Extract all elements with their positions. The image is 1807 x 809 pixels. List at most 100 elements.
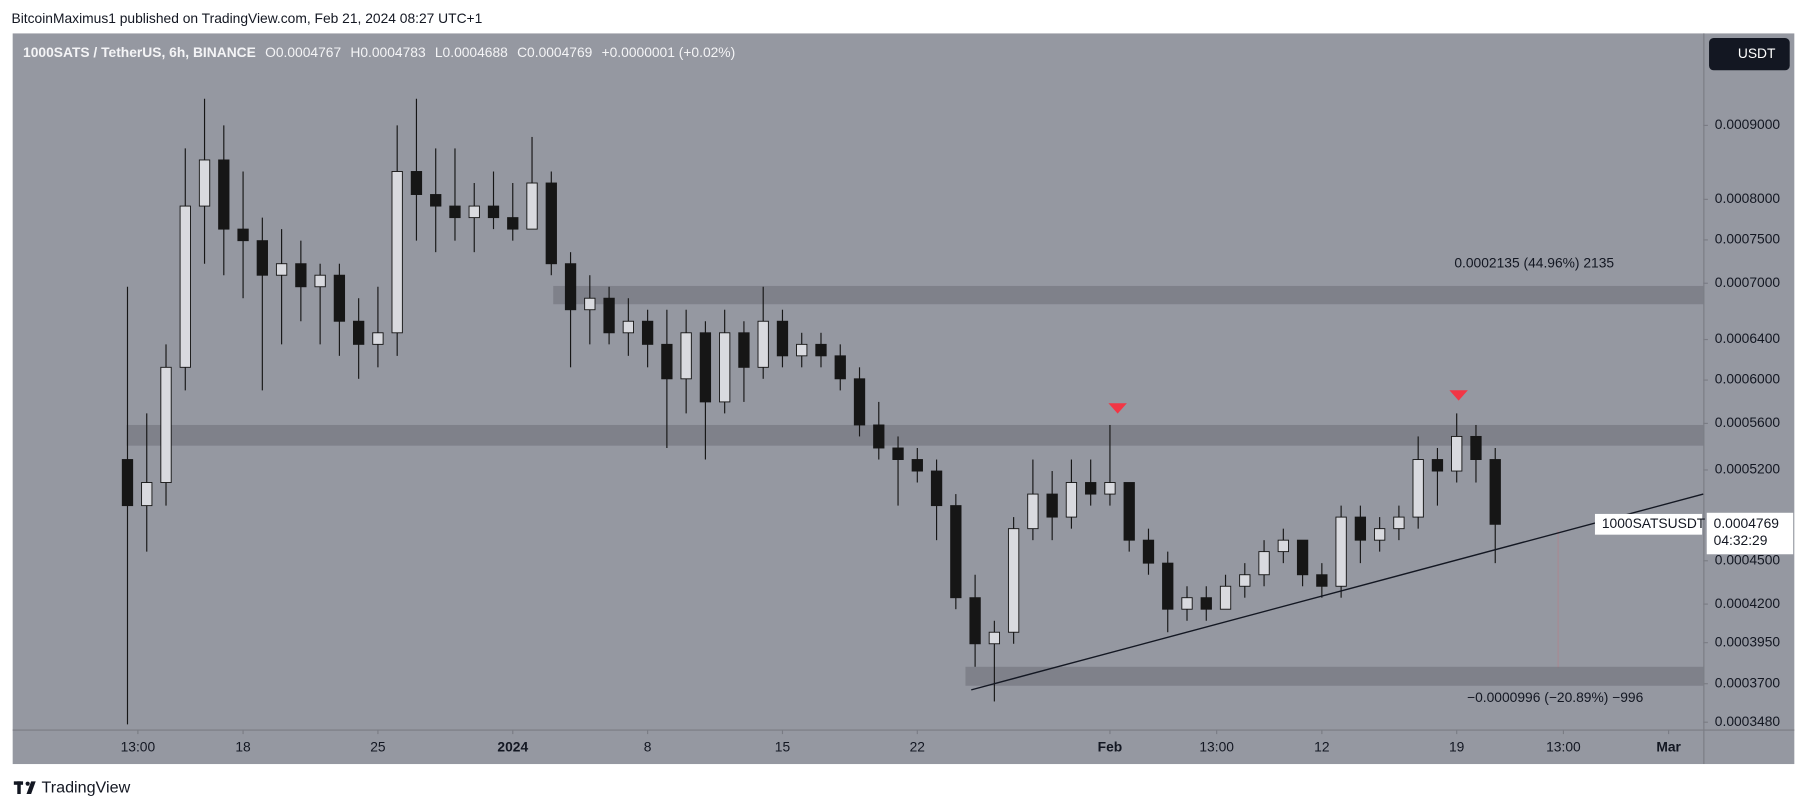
candle-body [1142,539,1155,564]
ohlc-value: 0.0004767 [276,44,341,60]
footer-logo [13,781,36,795]
candle-body [237,228,249,242]
y-tick-label: 0.0009000 [1715,116,1781,132]
candle-body [372,332,384,345]
candle-body [1277,539,1289,553]
ohlc-value: 0.0004688 [443,44,509,60]
candle-body [892,447,904,460]
candle-body [950,505,962,599]
candle-body [1219,585,1232,610]
peak-marker [1108,403,1127,414]
ohlc-label: C [517,44,527,60]
y-tick-label: 0.0006400 [1715,330,1781,346]
price-zone [126,424,1704,446]
y-tick-label: 0.0003950 [1715,633,1781,649]
candle-body [1373,528,1386,541]
candle-body [295,263,307,288]
candle-body [1316,574,1328,587]
peak-marker [1449,390,1468,401]
ohlc-label: L [435,44,443,60]
symbol-label-box [1594,513,1703,535]
candle-body [218,159,230,230]
candle-body [353,320,365,345]
logo-part [17,781,21,795]
candle-body [545,182,557,265]
y-tick-label: 0.0005600 [1715,414,1781,430]
candle-body [1258,551,1270,576]
ohlc-label: O [265,44,276,60]
x-tick-label: 18 [235,739,251,755]
symbol: 1000SATS / TetherUS, 6h, BINANCE [23,44,256,60]
x-tick-label: 19 [1449,739,1465,755]
candle-body [468,205,480,219]
candle-body [1354,516,1367,541]
x-tick-label: Mar [1656,739,1681,755]
candle-body [449,205,461,219]
candle-body [1239,574,1251,587]
price-zone [965,666,1704,686]
y-tick-label: 0.0005200 [1715,461,1781,477]
candle-body [1104,482,1116,495]
candle-body [834,355,846,380]
price-zone [553,285,1704,305]
candle-body [256,240,268,276]
candle-body [584,297,596,311]
y-tick-label: 0.0006000 [1715,371,1781,387]
currency-button-label[interactable]: USDT [1738,45,1776,61]
candle-body [796,343,808,357]
candle-body [1451,435,1463,472]
y-tick-label: 0.0008000 [1715,190,1781,206]
candle-body [853,378,866,426]
y-tick-label: 0.0003480 [1715,713,1781,729]
candle-body [1007,528,1020,633]
candle-body [622,320,634,334]
candle-body [1393,516,1405,530]
logo-part [26,781,36,795]
publisher-line: BitcoinMaximus1 published on TradingView… [12,10,483,26]
y-tick-label: 0.0007000 [1715,274,1781,290]
candle-body [815,343,827,357]
candle-body [121,459,134,507]
candle-body [988,631,1001,645]
candle-body [680,332,692,380]
x-tick-label: 12 [1314,739,1329,755]
x-tick-label: 25 [370,739,386,755]
candle-body [1470,435,1482,460]
candle-body [1489,459,1501,525]
candle-body [969,597,981,645]
price-label-box [1706,512,1794,555]
x-tick-label: 2024 [497,739,528,755]
y-tick-label: 0.0003700 [1715,674,1781,690]
x-tick-label: 13:00 [121,739,156,755]
candle-body [930,470,943,507]
candle-body [1085,482,1097,495]
candle-body [603,297,615,334]
candle-body [776,320,789,357]
candle-body [757,320,769,368]
candle-body [911,459,923,472]
logo-part [25,781,30,786]
candle-body [719,332,731,403]
candle-body [1412,459,1424,518]
candle-body [1046,493,1058,518]
symbol-label: 1000SATSUSDT [1602,515,1706,531]
candle-body [314,274,326,288]
x-tick-label: 13:00 [1199,739,1234,755]
candle-body [487,205,500,219]
x-tick-label: 22 [910,739,925,755]
candle-body [160,366,172,483]
trend-line [971,493,1704,691]
chart-header: 1000SATS / TetherUS, 6h, BINANCE O0.00047… [23,44,735,60]
candle-body [275,263,288,276]
x-tick-label: 13:00 [1546,739,1581,755]
currency-button[interactable] [1709,38,1790,71]
countdown-label: 04:32:29 [1714,532,1768,548]
candle-body [1027,493,1039,530]
candle-body [1162,562,1174,610]
price-label: 0.0004769 [1714,515,1780,531]
x-tick-label: 15 [775,739,791,755]
change: +0.0000001 (+0.02%) [602,44,736,60]
candle-body [1431,459,1444,472]
ohlc-value: 0.0004769 [527,44,593,60]
candle-body [526,182,538,230]
